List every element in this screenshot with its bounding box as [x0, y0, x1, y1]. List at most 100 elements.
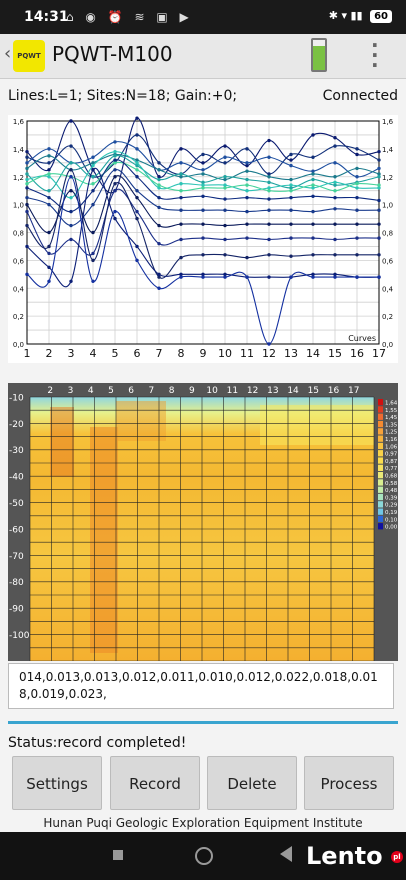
curve-point [267, 208, 271, 212]
curve-point [377, 198, 381, 203]
curve-point [333, 272, 337, 277]
curve-point [377, 222, 381, 226]
curve-point [289, 158, 293, 162]
curve-point [113, 149, 117, 154]
curve-point [69, 209, 73, 214]
curve-point [113, 182, 117, 186]
curve-point [69, 195, 73, 200]
legend-swatch [378, 428, 383, 435]
curve-point [25, 272, 29, 277]
curve-point [201, 253, 205, 257]
y-tick-label-left: 0,4 [13, 285, 25, 293]
curve-point [267, 253, 271, 257]
heatmap-x-tick: 7 [149, 386, 155, 396]
curve-point [201, 168, 205, 172]
curve-point [245, 177, 249, 182]
curve-point [157, 177, 161, 182]
heatmap-x-tick: 5 [108, 386, 114, 396]
curve-point [135, 133, 139, 137]
curve-point [25, 202, 29, 207]
curve-point [223, 186, 227, 190]
curve-point [157, 168, 161, 172]
curve-point [223, 208, 227, 212]
curve-point [157, 205, 161, 210]
process-button[interactable]: Process [304, 756, 394, 810]
curve-point [47, 244, 51, 249]
legend-swatch [378, 515, 383, 523]
curve-point [157, 275, 161, 279]
curve-point [223, 183, 227, 187]
curve-point [135, 195, 139, 200]
curve-point [245, 236, 249, 240]
curve-point [179, 195, 183, 200]
x-tick-label: 10 [218, 347, 232, 360]
curve-point [311, 186, 315, 190]
curve-point [47, 251, 51, 256]
heatmap-y-tick: -60 [9, 525, 24, 535]
legend-value: 1,06 [385, 444, 398, 450]
legend-swatch [378, 523, 383, 530]
curve-point [157, 241, 161, 246]
legend-value: 0,19 [385, 510, 398, 516]
curve-point [201, 222, 205, 226]
anomaly-zone [50, 407, 74, 477]
legend-value: 1,64 [385, 401, 398, 407]
curve-point [179, 188, 183, 193]
curve-point [157, 272, 161, 277]
nav-back-icon[interactable] [280, 846, 292, 862]
curve-point [179, 237, 183, 242]
curve-point [179, 147, 183, 151]
curve-point [47, 195, 51, 200]
heatmap-y-tick: -10 [9, 393, 24, 403]
curve-point [69, 161, 73, 165]
x-tick-label: 5 [112, 347, 119, 360]
settings-button[interactable]: Settings [12, 756, 102, 810]
curve-point [201, 180, 205, 185]
heatmap-x-tick: 16 [328, 386, 340, 396]
curve-point [157, 286, 161, 290]
system-icons: ✱ ▾ ▮▮ 60 [329, 9, 392, 23]
back-chevron-icon[interactable]: ‹ [4, 43, 12, 64]
curve-point [289, 163, 293, 168]
curve-line [26, 169, 379, 279]
y-tick-label-left: 1,6 [13, 118, 25, 126]
curve-point [377, 208, 381, 212]
x-tick-label: 2 [46, 347, 53, 360]
watermark-brand: Lento [306, 842, 383, 870]
curve-point [223, 177, 227, 182]
recents-icon[interactable] [113, 850, 123, 860]
x-tick-label: 3 [68, 347, 75, 360]
battery-level: 60 [370, 10, 392, 23]
curve-point [201, 208, 205, 212]
delete-button[interactable]: Delete [207, 756, 297, 810]
y-tick-label-right: 0,2 [382, 313, 393, 321]
home-icon[interactable] [195, 847, 213, 865]
curve-point [311, 169, 315, 173]
legend-value: 0,68 [385, 474, 398, 480]
overflow-menu-icon[interactable]: · · · [371, 33, 379, 77]
curve-point [25, 166, 29, 171]
curve-point [179, 272, 183, 277]
legend-swatch [378, 450, 383, 457]
curve-point [69, 119, 73, 123]
curve-point [157, 186, 161, 190]
curve-point [289, 183, 293, 187]
curve-point [47, 172, 51, 176]
curve-point [245, 163, 249, 168]
curve-point [135, 258, 139, 263]
heatmap-y-tick: -50 [9, 499, 24, 509]
data-text: 014,0.013,0.013,0.012,0.011,0.010,0.012,… [8, 663, 394, 709]
heatmap-x-tick: 14 [287, 386, 299, 396]
heatmap-x-tick: 6 [128, 386, 134, 396]
record-button[interactable]: Record [110, 756, 200, 810]
x-tick-label: 8 [178, 347, 185, 360]
curve-point [355, 175, 359, 179]
legend-swatch [378, 501, 383, 508]
curve-point [267, 237, 271, 242]
curve-point [223, 155, 227, 159]
curve-point [223, 272, 227, 277]
curve-point [289, 222, 293, 226]
battery-icon [311, 38, 327, 72]
curve-point [223, 253, 227, 257]
heatmap-x-tick: 2 [47, 386, 53, 396]
